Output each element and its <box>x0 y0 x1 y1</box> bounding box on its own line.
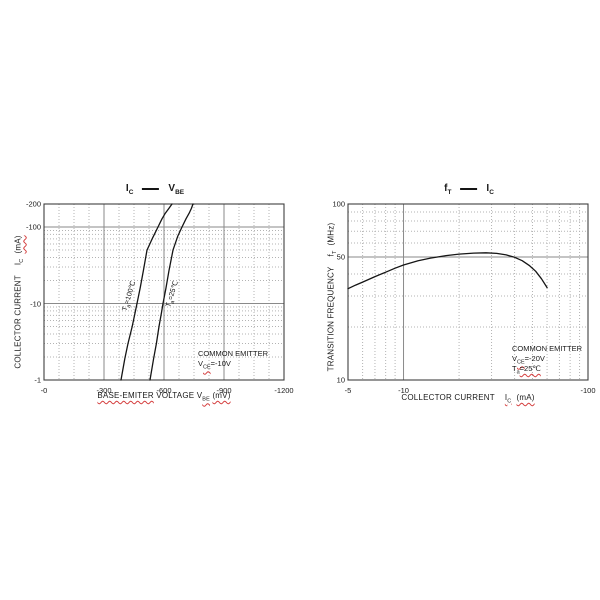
y-tick-label: -100 <box>25 222 41 232</box>
curve-Ta=25C <box>149 203 194 381</box>
title-symbol-ic: IC <box>125 183 134 196</box>
x-tick-label: -1200 <box>274 386 294 395</box>
title-dash-icon <box>142 187 160 190</box>
curve-Ta=100C <box>120 203 173 381</box>
x-tick-label: -600 <box>156 386 172 395</box>
condition-circuit: COMMON EMITTER <box>512 344 582 353</box>
y-axis-symbol: fT <box>326 250 339 257</box>
title-symbol-vbe: VBE <box>168 183 185 196</box>
title-symbol-ic: IC <box>486 183 494 196</box>
x-tick-label: -0 <box>40 386 48 395</box>
right-chart-conditions: COMMON EMITTER VCE=-20V Ta=25℃ <box>512 344 582 376</box>
right-chart-title: fT IC <box>444 183 494 196</box>
condition-vce: VCE=-10V <box>198 359 231 371</box>
y-tick-label: -1 <box>34 375 41 385</box>
right-x-axis-label: COLLECTOR CURRENT IC (mA) <box>401 393 535 405</box>
condition-ta: Ta=25℃ <box>512 364 541 376</box>
plot-frame <box>43 203 285 381</box>
curve-fT <box>347 252 548 290</box>
condition-vce: VCE=-20V <box>512 354 545 366</box>
plot-frame <box>347 203 589 381</box>
left-x-axis-label: BASE-EMITER VOLTAGE VBE (mV) <box>97 391 231 403</box>
y-tick-label: 100 <box>332 199 345 209</box>
y-tick-label: -10 <box>30 299 41 308</box>
title-symbol-ft: fT <box>444 183 452 196</box>
x-tick-label: -900 <box>216 386 232 395</box>
x-tick-label: -100 <box>580 386 596 395</box>
y-tick-label: 50 <box>336 252 345 262</box>
title-dash-icon <box>460 187 478 190</box>
condition-circuit: COMMON EMITTER <box>198 349 268 358</box>
y-tick-label: -200 <box>25 199 41 209</box>
x-axis-symbol: IC <box>504 393 512 405</box>
left-chart-title: IC VBE <box>125 183 185 196</box>
y-tick-label: 10 <box>336 375 345 385</box>
x-tick-label: -10 <box>398 386 409 395</box>
x-tick-label: -5 <box>344 386 352 395</box>
left-chart-conditions: COMMON EMITTER VCE=-10V <box>198 349 268 371</box>
x-tick-label: -300 <box>96 386 112 395</box>
right-y-axis-label: TRANSITION FREQUENCYfT(MHz) <box>326 222 339 372</box>
